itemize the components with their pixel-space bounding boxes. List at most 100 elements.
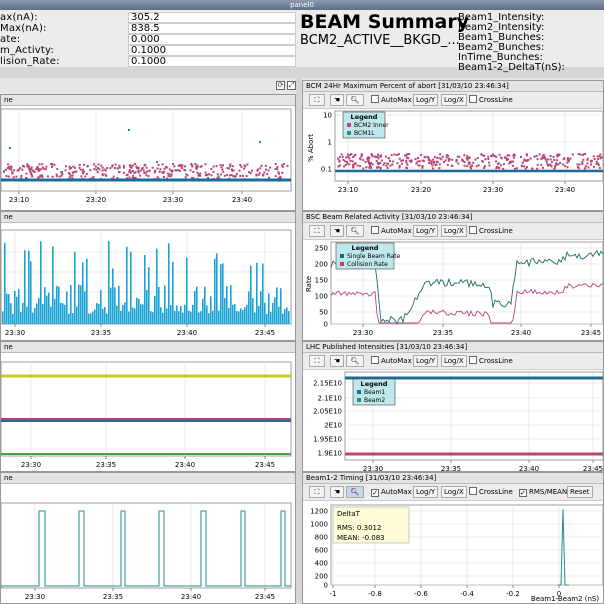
magnifier-icon[interactable]: 🔍︎ (346, 94, 364, 106)
data-point (41, 176, 44, 179)
logy-button[interactable]: Log/Y (413, 486, 439, 498)
hand-icon[interactable]: ☚ (330, 486, 344, 498)
automax-checkbox[interactable]: AutoMax (371, 95, 412, 105)
reset-button[interactable]: Reset (567, 486, 593, 498)
data-point (451, 164, 454, 167)
data-point (569, 157, 572, 160)
data-point (274, 167, 277, 170)
data-point (463, 154, 466, 157)
logy-button[interactable]: Log/Y (413, 225, 439, 237)
data-point (163, 167, 166, 170)
data-point (338, 164, 341, 167)
data-point (430, 162, 433, 165)
data-bar (158, 286, 160, 324)
data-point (365, 166, 368, 169)
data-point (118, 171, 121, 174)
fit-icon[interactable]: ⛶ (309, 486, 325, 498)
automax-checkbox[interactable]: AutoMax (371, 356, 412, 366)
hand-icon[interactable]: ☚ (330, 355, 344, 367)
data-point (525, 166, 528, 169)
collision-series (330, 282, 603, 324)
data-point (100, 164, 103, 167)
data-point (235, 172, 238, 175)
logy-button[interactable]: Log/Y (413, 94, 439, 106)
detach-icon[interactable]: ⤢ (287, 81, 296, 90)
data-point (468, 161, 471, 164)
hand-icon[interactable]: ☚ (330, 225, 344, 237)
info-label: m_Activty: (0, 45, 55, 56)
logx-button[interactable]: Log/X (441, 225, 467, 237)
window-title: panel0 (0, 0, 604, 10)
data-bar (242, 310, 244, 324)
automax-checkbox[interactable]: ✓ AutoMax (371, 488, 412, 497)
magnifier-icon[interactable]: 🔍︎ (346, 355, 364, 367)
logx-button[interactable]: Log/X (441, 355, 467, 367)
data-point (599, 157, 602, 160)
data-point (10, 166, 13, 169)
data-point (435, 163, 438, 166)
info-label: Max(nA): (0, 23, 47, 34)
data-point (421, 159, 424, 162)
data-point (349, 159, 352, 162)
data-point (523, 159, 526, 162)
data-point (366, 158, 369, 161)
fit-icon[interactable]: ⛶ (309, 355, 325, 367)
data-point (46, 175, 49, 178)
automax-checkbox[interactable]: AutoMax (371, 226, 412, 236)
data-point (477, 164, 480, 167)
data-point (147, 175, 150, 178)
refresh-icon[interactable]: ⟳ (276, 81, 285, 90)
logx-button[interactable]: Log/X (441, 94, 467, 106)
data-point (483, 154, 486, 157)
data-point (38, 169, 41, 172)
data-point (420, 153, 423, 156)
data-bar (148, 267, 150, 324)
magnifier-icon[interactable]: 🔍︎ (346, 225, 364, 237)
magnifier-icon[interactable]: 🔍︎ (346, 486, 364, 498)
data-point (204, 163, 207, 166)
data-bar (220, 264, 222, 324)
crossline-checkbox[interactable]: CrossLine (469, 95, 513, 105)
right-label: InTime_Bunches: (458, 52, 543, 63)
fit-icon[interactable]: ⛶ (309, 94, 325, 106)
data-bar (200, 311, 202, 324)
crossline-checkbox[interactable]: CrossLine (469, 487, 513, 497)
data-point (145, 171, 148, 174)
data-point (458, 155, 461, 158)
data-point (406, 153, 409, 156)
crossline-checkbox[interactable]: CrossLine (469, 356, 513, 366)
data-point (445, 154, 448, 157)
crossline-checkbox[interactable]: CrossLine (469, 226, 513, 236)
data-point (184, 169, 187, 172)
logy-button[interactable]: Log/Y (413, 355, 439, 367)
hand-icon[interactable]: ☚ (330, 94, 344, 106)
data-point (143, 171, 146, 174)
data-point (436, 160, 439, 163)
data-point (360, 154, 363, 157)
fit-icon[interactable]: ⛶ (309, 225, 325, 237)
data-point (163, 170, 166, 173)
x-tick-label: -0.4 (460, 590, 474, 598)
logx-button[interactable]: Log/X (441, 486, 467, 498)
rms-mean-checkbox[interactable]: ✓ RMS/MEAN (519, 488, 568, 497)
x-tick-label: 23:30 (483, 186, 503, 194)
data-point (465, 157, 468, 160)
data-point (376, 155, 379, 158)
right-label: Beam1_Intensity: (458, 12, 545, 23)
data-point (447, 159, 450, 162)
data-point (587, 166, 590, 169)
right-label: Beam1_Bunches: (458, 32, 545, 43)
data-point (375, 159, 378, 162)
legend-swatch (340, 254, 344, 258)
chart-toolbar: ⛶ ☚ 🔍︎ AutoMax Log/Y Log/X CrossLine (303, 223, 603, 240)
data-point (132, 174, 135, 177)
data-point (191, 165, 194, 168)
data-point (359, 157, 361, 160)
data-point (484, 158, 487, 161)
data-point (527, 158, 530, 161)
data-point (577, 167, 580, 170)
data-point (426, 156, 429, 159)
data-point (474, 158, 477, 161)
data-point (105, 174, 108, 177)
x-tick-label: 23:40 (519, 465, 539, 472)
